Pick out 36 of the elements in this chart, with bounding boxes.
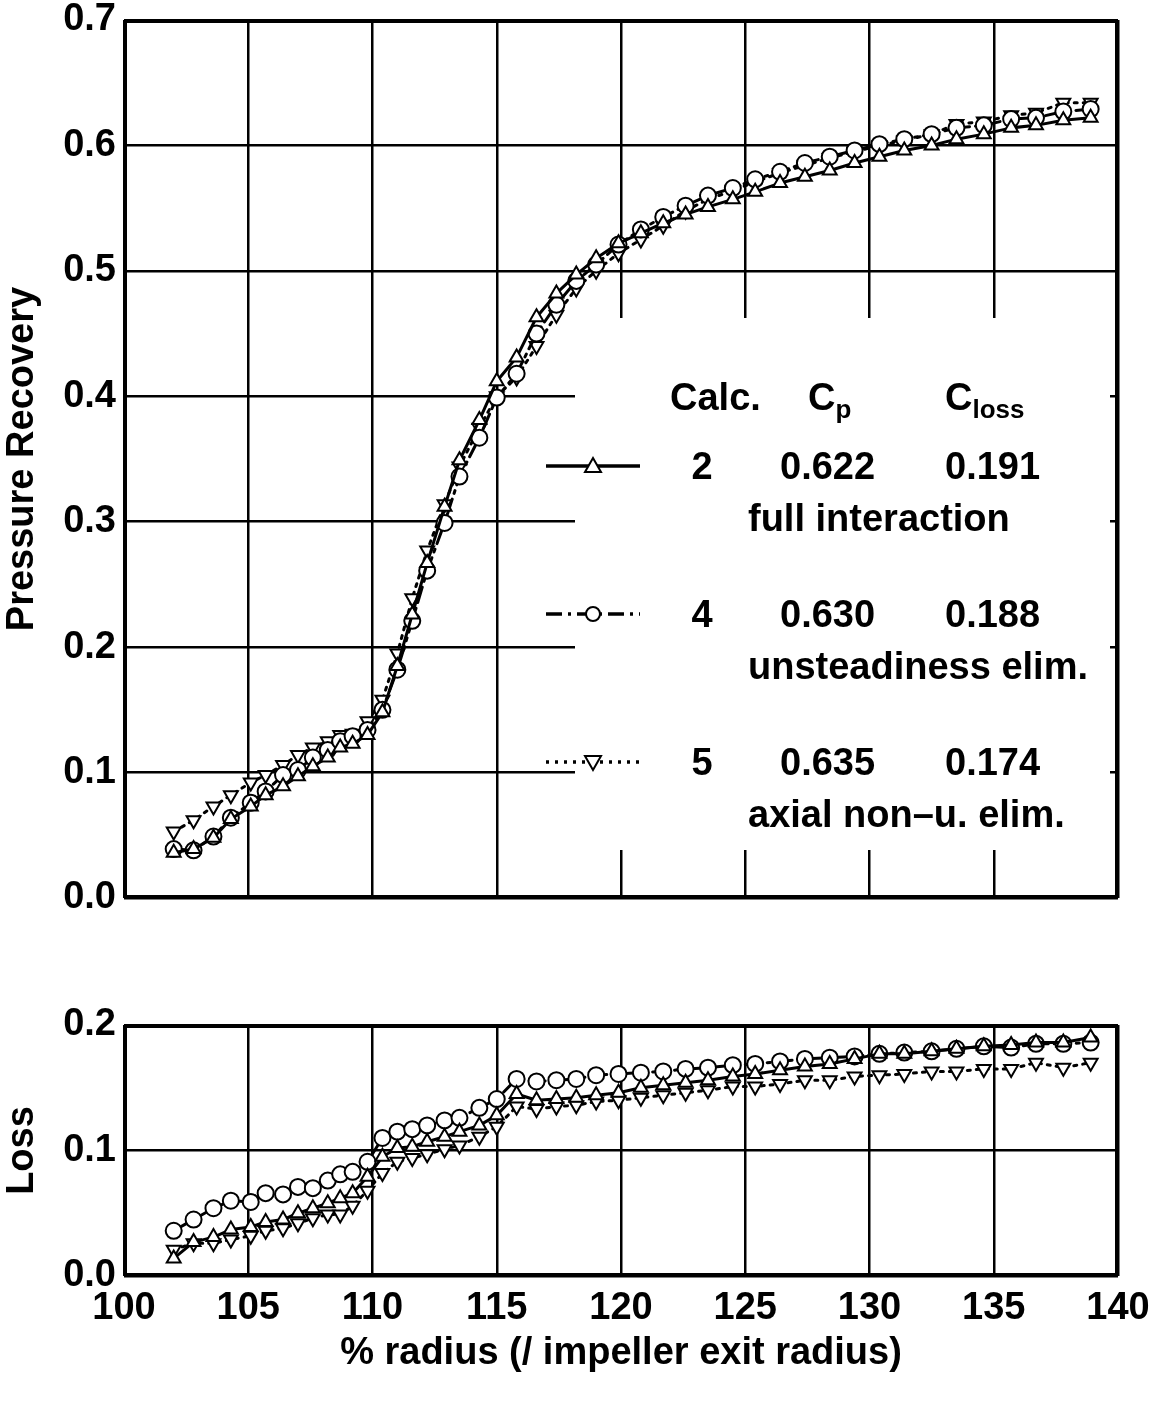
annotation: axial non–u. elim.	[748, 792, 1065, 835]
annotation: 0.188	[945, 592, 1041, 635]
x-tick-label: 130	[837, 1285, 902, 1328]
legend-label: 4	[691, 592, 713, 635]
x-tick-label: 105	[216, 1285, 280, 1328]
annotation: 0.622	[780, 444, 876, 487]
y-tick-label: 0.2	[63, 623, 116, 666]
x-axis-title: % radius (/ impeller exit radius)	[340, 1329, 902, 1372]
y-tick-label: 0.1	[63, 749, 116, 792]
annotation: 0.630	[780, 592, 876, 635]
legend-label: 2	[691, 444, 713, 487]
annotation: C$_{p}$	[808, 375, 852, 424]
y-tick-label: 0.4	[63, 372, 116, 415]
x-tick-label: 135	[962, 1285, 1026, 1328]
annotation: unsteadiness elim.	[748, 644, 1089, 687]
x-tick-label: 140	[1086, 1285, 1150, 1328]
y-tick-label: 0.3	[63, 498, 116, 541]
x-tick-label: 110	[341, 1285, 404, 1328]
y-tick-label: 0.5	[63, 247, 116, 290]
y-tick-label: 0.6	[63, 121, 116, 164]
legend-title: Calc.	[670, 375, 761, 418]
y-tick-label: 0.1	[63, 1126, 116, 1169]
y-tick-label: 0.7	[63, 0, 116, 39]
annotation: 0.174	[945, 740, 1041, 783]
y-axis-title: Loss	[0, 1106, 42, 1195]
x-tick-label: 125	[713, 1285, 777, 1328]
x-tick-label: 120	[589, 1285, 653, 1328]
x-tick-label: 115	[466, 1285, 528, 1328]
annotation: full interaction	[748, 496, 1010, 539]
annotation: 0.191	[945, 444, 1041, 487]
y-axis-title: Pressure Recovery	[0, 286, 42, 632]
y-tick-label: 0.0	[63, 874, 116, 917]
legend-label: 5	[691, 740, 713, 783]
annotation: C$_{loss}$	[945, 375, 1025, 424]
annotation: 0.635	[780, 740, 876, 783]
y-tick-label: 0.2	[63, 1001, 116, 1044]
